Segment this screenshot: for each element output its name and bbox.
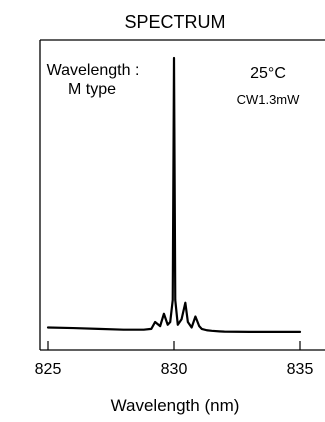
annotation-wavelength-line1: Wavelength : [47, 62, 140, 79]
x-axis-tick-label: 835 [287, 361, 314, 378]
spectrum-series-line [46, 56, 302, 333]
x-axis-tick-label: 830 [161, 361, 188, 378]
annotation-temperature: 25°C [250, 65, 286, 82]
annotation-power: CW1.3mW [237, 92, 301, 107]
x-axis-ticks [47, 341, 301, 350]
chart-title: SPECTRUM [124, 12, 225, 32]
x-axis-tick-label: 825 [35, 361, 62, 378]
x-axis-label: Wavelength (nm) [111, 396, 240, 415]
x-axis-tick-labels: 825 830 835 [35, 361, 314, 378]
annotation-wavelength-line2: M type [68, 81, 116, 98]
